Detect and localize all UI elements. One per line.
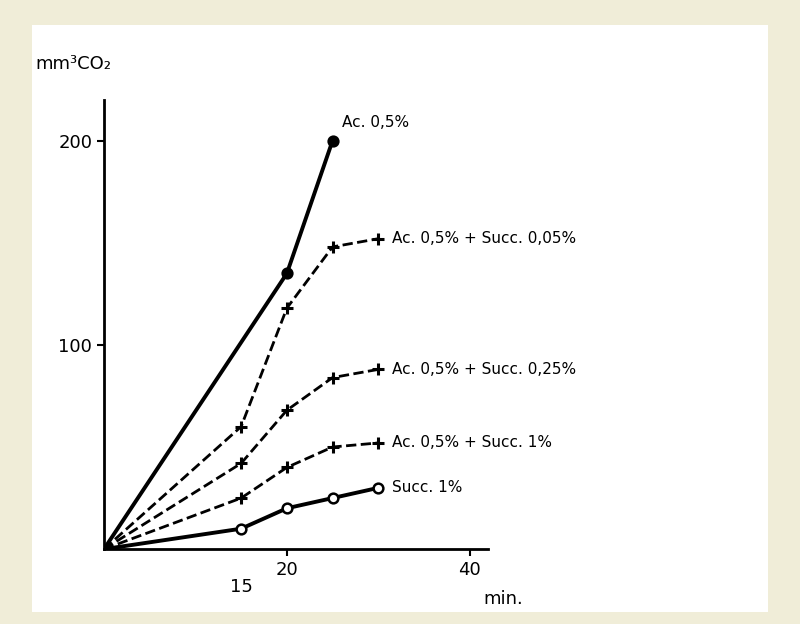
Text: mm³CO₂: mm³CO₂ bbox=[35, 55, 111, 73]
Text: Ac. 0,5% + Succ. 0,05%: Ac. 0,5% + Succ. 0,05% bbox=[392, 232, 576, 246]
Text: Ac. 0,5% + Succ. 0,25%: Ac. 0,5% + Succ. 0,25% bbox=[392, 362, 576, 377]
Text: 15: 15 bbox=[230, 578, 253, 596]
Text: Succ. 1%: Succ. 1% bbox=[392, 480, 462, 495]
Text: Ac. 0,5%: Ac. 0,5% bbox=[342, 115, 409, 130]
Text: min.: min. bbox=[483, 590, 523, 608]
Text: Ac. 0,5% + Succ. 1%: Ac. 0,5% + Succ. 1% bbox=[392, 436, 552, 451]
